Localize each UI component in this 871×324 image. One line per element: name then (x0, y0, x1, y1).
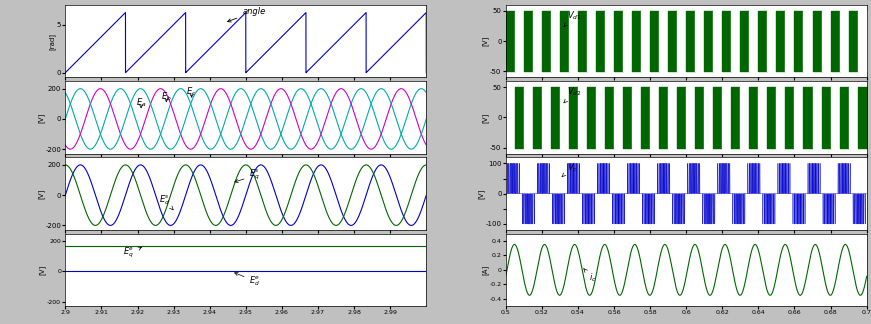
Text: $V_{d2}$: $V_{d2}$ (564, 86, 582, 103)
Text: $E_q^e$: $E_q^e$ (123, 246, 141, 260)
Text: angle: angle (227, 7, 266, 22)
Y-axis label: [V]: [V] (37, 112, 44, 122)
Text: $V_{d1}$: $V_{d1}$ (564, 9, 582, 27)
Y-axis label: [V]: [V] (39, 265, 46, 275)
Text: $V_c$: $V_c$ (562, 161, 578, 177)
Text: $E_b$: $E_b$ (161, 90, 172, 103)
Text: $i_c$: $i_c$ (584, 269, 596, 284)
Y-axis label: [V]: [V] (482, 112, 489, 122)
Text: $E_a$: $E_a$ (136, 96, 146, 109)
Y-axis label: [rad]: [rad] (49, 33, 55, 50)
Text: $E_c$: $E_c$ (186, 86, 197, 98)
Y-axis label: [V]: [V] (477, 189, 484, 199)
Text: $E_d^e$: $E_d^e$ (234, 272, 260, 288)
Y-axis label: [V]: [V] (37, 189, 44, 199)
Text: $E_q^s$: $E_q^s$ (235, 168, 260, 182)
Y-axis label: [V]: [V] (482, 36, 489, 46)
Text: $E_d^s$: $E_d^s$ (159, 194, 173, 210)
Y-axis label: [A]: [A] (482, 265, 488, 275)
